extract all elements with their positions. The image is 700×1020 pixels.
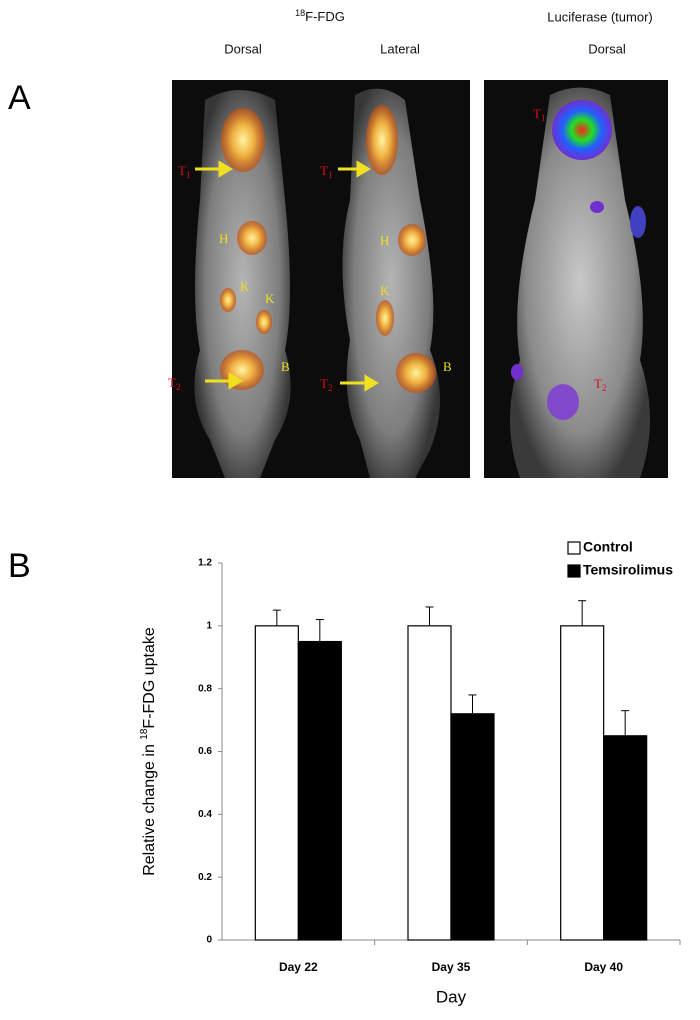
marker-text: B <box>281 359 290 374</box>
marker-text: T <box>178 163 186 178</box>
marker-label: B <box>443 359 452 374</box>
group-title: 18F-FDG <box>295 8 345 24</box>
luciferase-title: Luciferase (tumor) <box>547 9 652 24</box>
bar <box>450 713 495 941</box>
panel-label: A <box>8 79 31 117</box>
marker-text: H <box>219 231 228 246</box>
x-axis-title: Day <box>436 987 467 1006</box>
bar <box>407 625 452 941</box>
marker-label: T2 <box>320 376 332 393</box>
marker-label: H <box>380 233 389 248</box>
pet-image <box>172 80 470 479</box>
bar <box>254 625 299 941</box>
x-tick-label: Day 22 <box>279 960 318 974</box>
legend-swatch <box>567 564 581 578</box>
y-title-text: F-FDG uptake <box>141 627 158 728</box>
y-tick-label: 0.2 <box>198 872 212 883</box>
superscript: 18 <box>295 8 305 18</box>
marker-subscript: 2 <box>328 383 333 393</box>
marker-label: T1 <box>533 106 545 123</box>
marker-text: T <box>168 375 176 390</box>
legend-label: Temsirolimus <box>583 562 673 578</box>
legend-entry: Control <box>567 539 633 555</box>
view-label: Dorsal <box>224 41 262 56</box>
y-tick-label: 0.4 <box>198 809 212 820</box>
panel-label: B <box>8 547 31 585</box>
marker-text: K <box>380 283 390 298</box>
marker-label: B <box>281 359 290 374</box>
view-label: Lateral <box>380 41 420 56</box>
bar <box>603 735 648 941</box>
x-tick-label: Day 40 <box>584 960 623 974</box>
marker-label: T1 <box>178 163 190 180</box>
marker-text: H <box>380 233 389 248</box>
y-tick-label: 1 <box>206 620 212 631</box>
marker-label: K <box>380 283 390 298</box>
marker-label: T2 <box>168 375 180 392</box>
marker-label: K <box>265 291 275 306</box>
marker-label: T1 <box>320 163 332 180</box>
marker-text: T <box>533 106 541 121</box>
y-tick-label: 0.6 <box>198 746 212 757</box>
error-bar <box>272 609 281 626</box>
marker-subscript: 1 <box>186 170 191 180</box>
marker-text: T <box>320 376 328 391</box>
marker-subscript: 1 <box>328 170 333 180</box>
marker-subscript: 1 <box>541 113 546 123</box>
y-axis-title: Relative change in 18F-FDG uptake <box>139 627 159 876</box>
error-bar <box>578 600 587 626</box>
marker-text: T <box>594 376 602 391</box>
marker-text: B <box>443 359 452 374</box>
marker-label: T2 <box>594 376 606 393</box>
y-tick-label: 0.8 <box>198 683 212 694</box>
marker-subscript: 2 <box>176 382 181 392</box>
marker-label: H <box>219 231 228 246</box>
bar <box>297 640 342 941</box>
y-tick-label: 1.2 <box>198 558 212 569</box>
y-title-text: Relative change in <box>141 740 158 876</box>
error-bar <box>621 710 630 736</box>
marker-text: K <box>265 291 275 306</box>
x-tick-label: Day 35 <box>432 960 471 974</box>
marker-label: K <box>240 279 250 294</box>
legend-swatch <box>567 541 581 555</box>
title-text: F-FDG <box>305 9 345 24</box>
bar <box>560 625 605 941</box>
marker-subscript: 2 <box>602 383 607 393</box>
marker-text: T <box>320 163 328 178</box>
error-bar <box>425 606 434 626</box>
y-title-superscript: 18 <box>139 728 150 740</box>
error-bar <box>315 619 324 642</box>
legend-entry: Temsirolimus <box>567 562 673 578</box>
view-label: Dorsal <box>588 41 626 56</box>
luciferase-image <box>484 80 668 478</box>
bar-chart: 0 0.2 0.4 0.6 0.8 1 1.2 Day 22 Day 35 Day 40 Day Re… <box>139 539 681 1006</box>
legend-label: Control <box>583 539 633 555</box>
marker-text: K <box>240 279 250 294</box>
error-bar <box>468 694 477 714</box>
y-tick-label: 0 <box>206 935 212 946</box>
